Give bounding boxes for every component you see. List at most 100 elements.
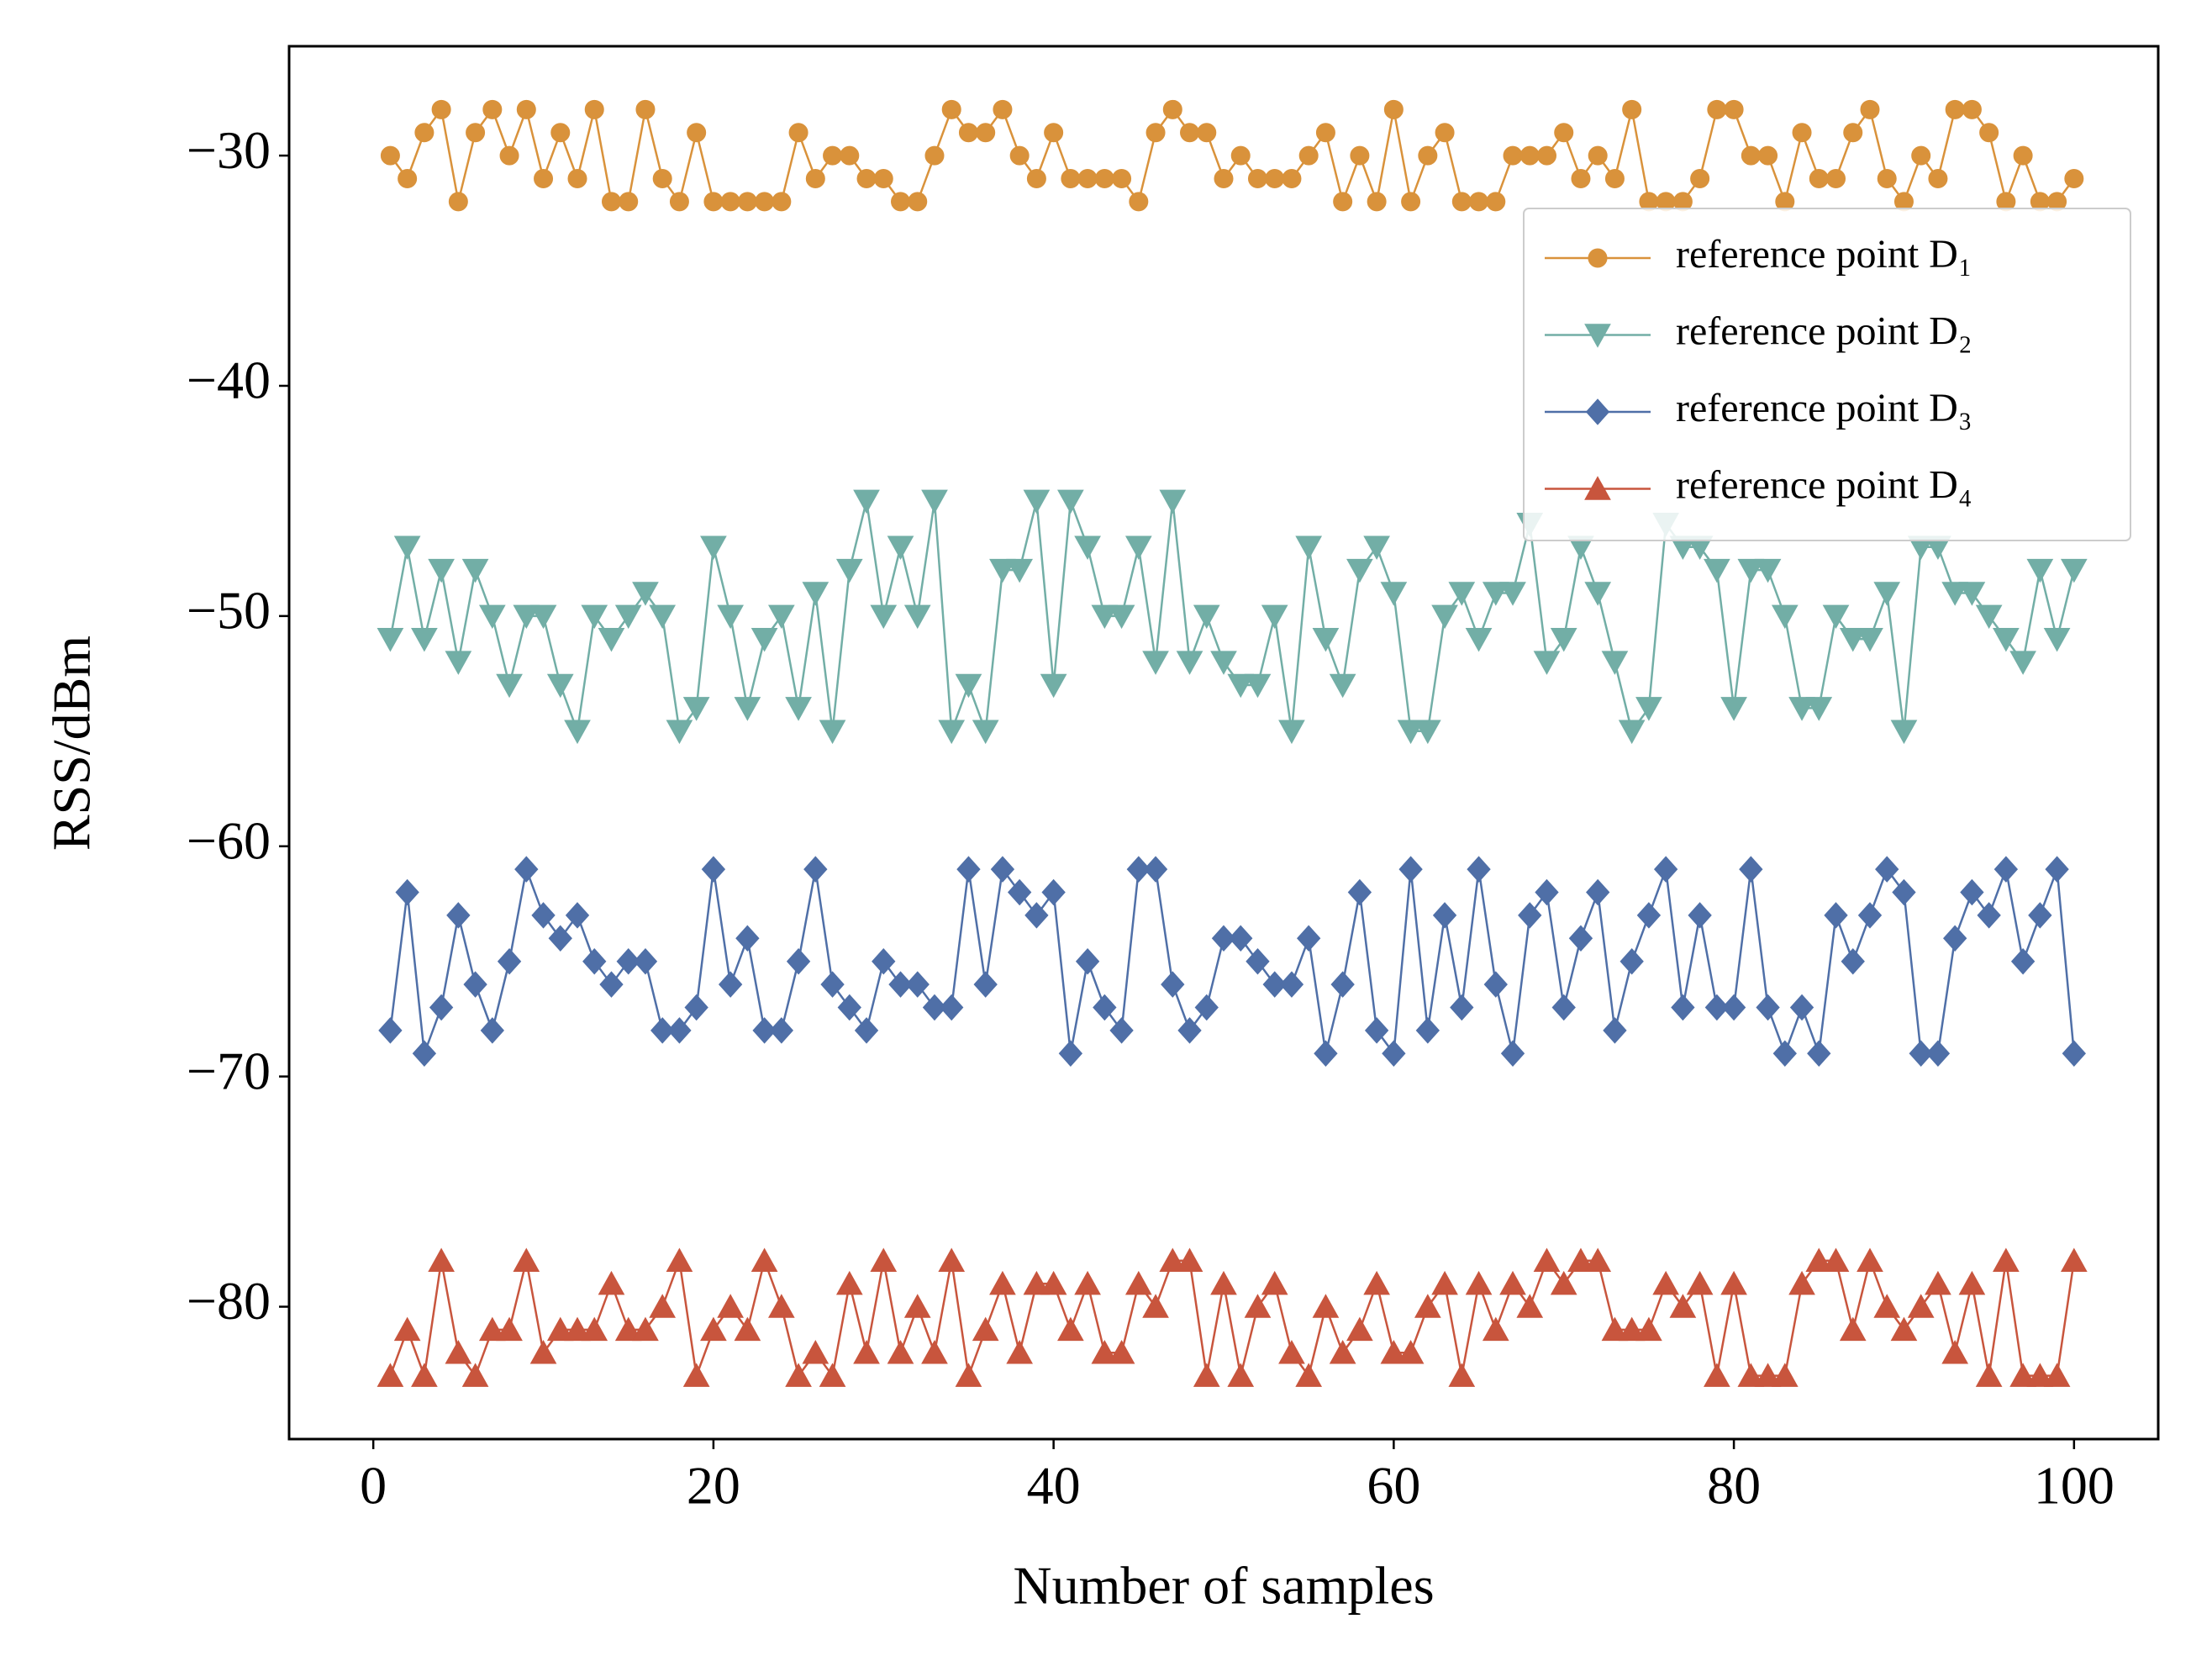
data-point (1177, 1017, 1202, 1044)
data-point (1329, 673, 1356, 699)
data-point (1350, 145, 1370, 166)
data-point (940, 994, 964, 1021)
data-point (482, 99, 503, 119)
data-point (1126, 856, 1151, 883)
data-point (1839, 1316, 1867, 1342)
data-point (1398, 856, 1423, 883)
data-point (1975, 604, 2003, 630)
data-point (750, 628, 778, 652)
data-point (1603, 1017, 1627, 1044)
data-point (1261, 604, 1288, 630)
data-point (2043, 628, 2071, 652)
data-point (989, 1270, 1016, 1295)
data-point (1618, 720, 1646, 745)
data-point (1601, 1316, 1629, 1342)
data-point (1295, 535, 1323, 560)
data-point (837, 994, 861, 1021)
x-tick-label: 20 (687, 1456, 740, 1516)
data-point (1741, 145, 1761, 166)
data-point (2010, 947, 2036, 975)
data-point (411, 1363, 438, 1387)
data-point (1414, 720, 1441, 745)
data-point (870, 604, 898, 630)
data-point (1857, 902, 1883, 929)
data-point (513, 604, 540, 630)
data-point (1688, 902, 1712, 929)
data-point (1941, 582, 1969, 606)
data-point (1809, 168, 1829, 188)
data-point (1162, 99, 1182, 119)
data-point (687, 123, 707, 143)
data-point (703, 192, 724, 212)
data-point (598, 628, 625, 652)
data-point (1979, 123, 1999, 143)
data-point (1057, 1316, 1084, 1342)
data-point (1077, 168, 1098, 188)
data-point (1571, 168, 1591, 188)
data-point (1244, 673, 1272, 699)
data-point (1247, 168, 1267, 188)
data-point (1960, 878, 1984, 906)
data-point (873, 168, 893, 188)
data-point (1518, 902, 1542, 929)
data-point (1006, 558, 1034, 583)
x-tick-label: 0 (360, 1456, 387, 1516)
data-point (955, 673, 982, 699)
data-point (972, 720, 999, 745)
data-point (1415, 1017, 1440, 1044)
data-point (1945, 99, 1965, 119)
data-point (1176, 1247, 1203, 1272)
data-point (1601, 651, 1629, 675)
data-point (1756, 994, 1780, 1021)
data-point (1210, 1270, 1237, 1295)
data-point (1958, 582, 1986, 606)
data-point (1094, 168, 1114, 188)
data-point (1925, 1040, 1951, 1067)
data-point (1636, 902, 1662, 929)
data-point (1312, 1294, 1340, 1318)
data-point (1839, 628, 1867, 652)
data-point (632, 1316, 659, 1342)
data-point (666, 1247, 693, 1272)
legend-marker (1585, 398, 1610, 425)
data-point (1380, 582, 1408, 606)
data-point (478, 604, 506, 630)
data-point (650, 1017, 675, 1044)
data-point (1550, 1270, 1577, 1295)
data-point (1074, 535, 1101, 560)
data-point (1482, 582, 1509, 606)
data-point (2045, 856, 2069, 883)
data-point (1044, 123, 1064, 143)
data-point (1941, 1340, 1969, 1364)
data-point (649, 604, 677, 630)
data-point (1176, 651, 1203, 675)
data-point (1841, 947, 1865, 975)
data-point (1993, 628, 2020, 652)
data-point (700, 1316, 727, 1342)
data-point (1925, 1270, 1951, 1295)
series-line (389, 106, 2075, 206)
data-point (1261, 1270, 1288, 1295)
data-point (1040, 1270, 1067, 1295)
data-point (1230, 145, 1251, 166)
data-point (1805, 697, 1833, 721)
data-point (888, 971, 913, 998)
data-point (989, 558, 1016, 583)
data-point (1551, 994, 1576, 1021)
data-point (1977, 902, 2001, 929)
data-point (701, 856, 726, 883)
data-point (1704, 558, 1730, 583)
data-point (802, 582, 830, 606)
data-point (1124, 1270, 1152, 1295)
data-point (1143, 856, 1168, 883)
data-point (598, 1270, 625, 1295)
data-point (856, 168, 877, 188)
data-point (1265, 168, 1285, 188)
data-point (941, 99, 961, 119)
data-point (1297, 925, 1321, 952)
data-point (820, 971, 845, 998)
data-point (564, 720, 591, 745)
data-point (870, 1247, 898, 1272)
data-point (1142, 651, 1169, 675)
data-point (819, 720, 846, 745)
